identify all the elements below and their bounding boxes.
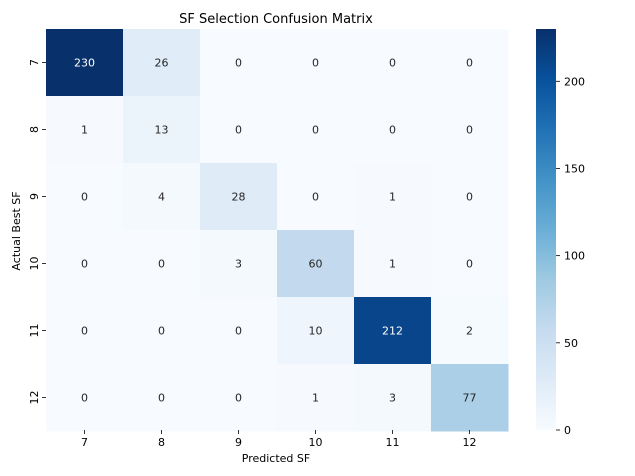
y-tick-label: 8 [28,126,41,133]
cell-value-label: 0 [235,124,242,137]
cell-value-label: 0 [235,57,242,70]
heatmap-cells [46,29,509,432]
cell-value-label: 26 [155,57,169,70]
heatmap-cell [277,364,355,432]
cell-value-label: 1 [389,191,396,204]
y-tick-label: 9 [28,193,41,200]
cell-value-label: 0 [312,124,319,137]
heatmap-cell [431,364,509,432]
x-tick-label: 12 [463,436,477,449]
cell-value-label: 0 [466,57,473,70]
heatmap-cell [123,230,201,298]
heatmap-cell [354,96,432,164]
cell-value-label: 1 [312,392,319,405]
cell-value-label: 4 [158,191,165,204]
cell-value-label: 0 [158,325,165,338]
colorbar [536,29,556,430]
cell-value-label: 0 [158,258,165,271]
heatmap-cell [123,297,201,365]
heatmap-cell [431,96,509,164]
heatmap-cell [277,297,355,365]
heatmap-cell [431,230,509,298]
heatmap-cell [277,96,355,164]
heatmap-cell [46,297,124,365]
cell-value-label: 13 [155,124,169,137]
cell-value-label: 0 [466,258,473,271]
cell-value-label: 0 [158,392,165,405]
heatmap-cell [46,364,124,432]
y-tick-label: 11 [28,324,41,338]
cell-value-label: 77 [463,392,477,405]
colorbar-ticks: 0 50 100 150 200 [556,75,585,437]
cell-value-label: 2 [466,325,473,338]
colorbar-tick-label: 100 [564,250,585,263]
y-tick-label: 10 [28,257,41,271]
cell-value-label: 230 [74,57,95,70]
cell-value-label: 0 [81,325,88,338]
heatmap-cell [123,364,201,432]
heatmap-cell [123,163,201,231]
heatmap-cell [354,29,432,97]
heatmap-cell [123,29,201,97]
x-tick-label: 11 [386,436,400,449]
heatmap-cell [46,96,124,164]
colorbar-tick-label: 0 [564,424,571,437]
heatmap-cell-labels: 230 26 0 0 0 01 13 0 0 0 00 4 28 0 1 00 0 3 60 1 00 0 0 10 212 20… [74,57,477,405]
cell-value-label: 0 [312,57,319,70]
heatmap-cell [46,29,124,97]
heatmap-cell [431,163,509,231]
x-axis-label: Predicted SF [242,452,310,465]
heatmap-cell [46,230,124,298]
cell-value-label: 212 [382,325,403,338]
heatmap-cell [200,163,278,231]
cell-value-label: 3 [235,258,242,271]
heatmap-cell [277,230,355,298]
cell-value-label: 1 [389,258,396,271]
x-tick-label: 10 [309,436,323,449]
cell-value-label: 0 [235,392,242,405]
chart-title: SF Selection Confusion Matrix [179,12,373,27]
cell-value-label: 0 [81,258,88,271]
cell-value-label: 0 [389,57,396,70]
heatmap-cell [200,96,278,164]
y-tick-label: 7 [28,59,41,66]
heatmap-cell [277,29,355,97]
heatmap-cell [200,297,278,365]
heatmap-cell [277,163,355,231]
colorbar-tick-label: 200 [564,75,585,88]
cell-value-label: 0 [235,325,242,338]
y-axis-ticks: 7 8 9 10 11 12 [28,59,46,405]
colorbar-tick-label: 150 [564,162,585,175]
cell-value-label: 0 [389,124,396,137]
colorbar-tick-label: 50 [564,337,578,350]
x-tick-label: 7 [81,436,88,449]
x-tick-label: 9 [235,436,242,449]
cell-value-label: 10 [309,325,323,338]
heatmap-cell [354,297,432,365]
cell-value-label: 0 [312,191,319,204]
cell-value-label: 3 [389,392,396,405]
cell-value-label: 0 [466,191,473,204]
cell-value-label: 0 [81,392,88,405]
cell-value-label: 28 [232,191,246,204]
heatmap-cell [431,29,509,97]
heatmap-cell [200,29,278,97]
heatmap-cell [431,297,509,365]
x-tick-label: 8 [158,436,165,449]
heatmap-cell [123,96,201,164]
y-tick-label: 12 [28,391,41,405]
cell-value-label: 0 [81,191,88,204]
y-axis-label: Actual Best SF [10,191,23,270]
heatmap-cell [354,163,432,231]
cell-value-label: 0 [466,124,473,137]
heatmap-cell [354,230,432,298]
cell-value-label: 1 [81,124,88,137]
heatmap-cell [46,163,124,231]
x-axis-ticks: 7 8 9 10 11 12 [81,430,477,449]
cell-value-label: 60 [309,258,323,271]
heatmap-cell [200,230,278,298]
heatmap-cell [200,364,278,432]
heatmap-cell [354,364,432,432]
